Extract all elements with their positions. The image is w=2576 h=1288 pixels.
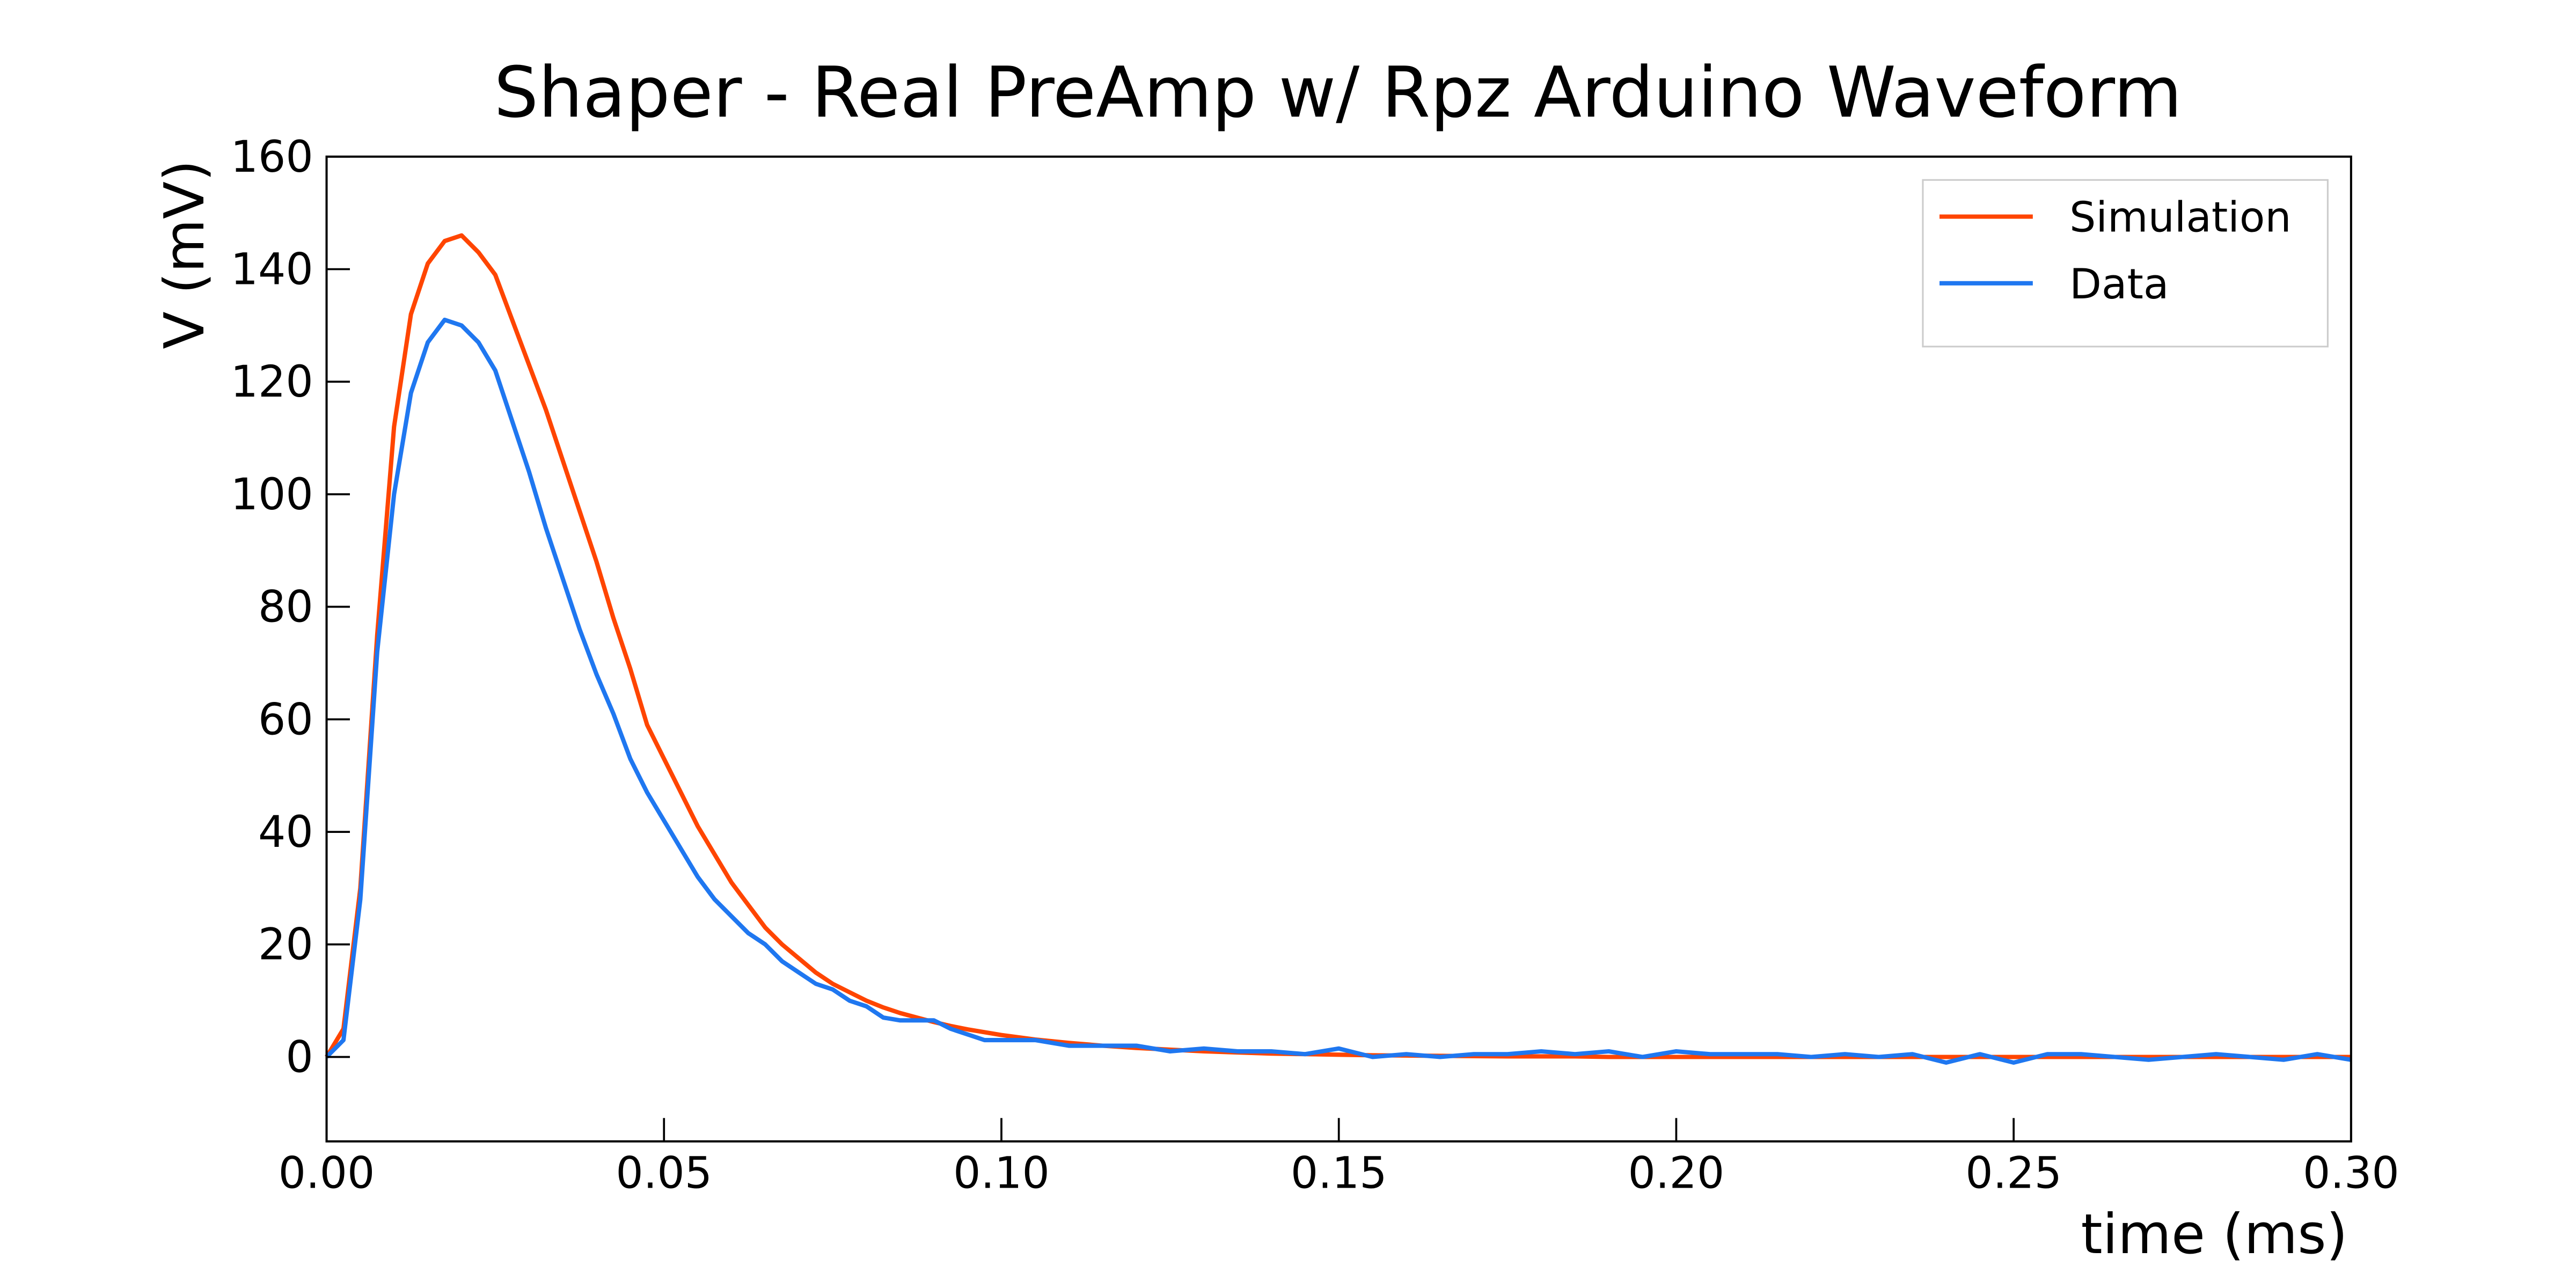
x-tick-label: 0.05 [616,1148,712,1199]
x-tick-label: 0.00 [279,1148,375,1199]
plot-area [325,233,2352,1065]
y-tick-label: 100 [231,470,313,520]
x-tick-label: 0.25 [1965,1148,2062,1199]
y-tick-label: 40 [258,807,313,858]
y-tick-label: 120 [231,357,313,407]
y-tick-label: 0 [286,1032,313,1082]
legend-box [1922,179,2329,348]
x-tick-label: 0.10 [953,1148,1050,1199]
x-axis-label: time (ms) [2081,1203,2348,1267]
x-tick-label: 0.15 [1291,1148,1387,1199]
chart-title: Shaper - Real PreAmp w/ Rpz Arduino Wave… [494,52,2182,133]
y-axis-label: V (mV) [153,160,217,349]
legend-label: Simulation [2069,194,2291,242]
y-tick-label: 160 [231,132,313,182]
y-tick-label: 140 [231,244,313,295]
legend-label: Data [2069,260,2169,309]
x-tick-label: 0.20 [1628,1148,1725,1199]
y-tick-label: 20 [258,920,313,970]
y-tick-label: 60 [258,694,313,745]
x-tick-label: 0.30 [2303,1148,2399,1199]
line-series [325,317,2352,1065]
y-tick-label: 80 [258,582,313,633]
